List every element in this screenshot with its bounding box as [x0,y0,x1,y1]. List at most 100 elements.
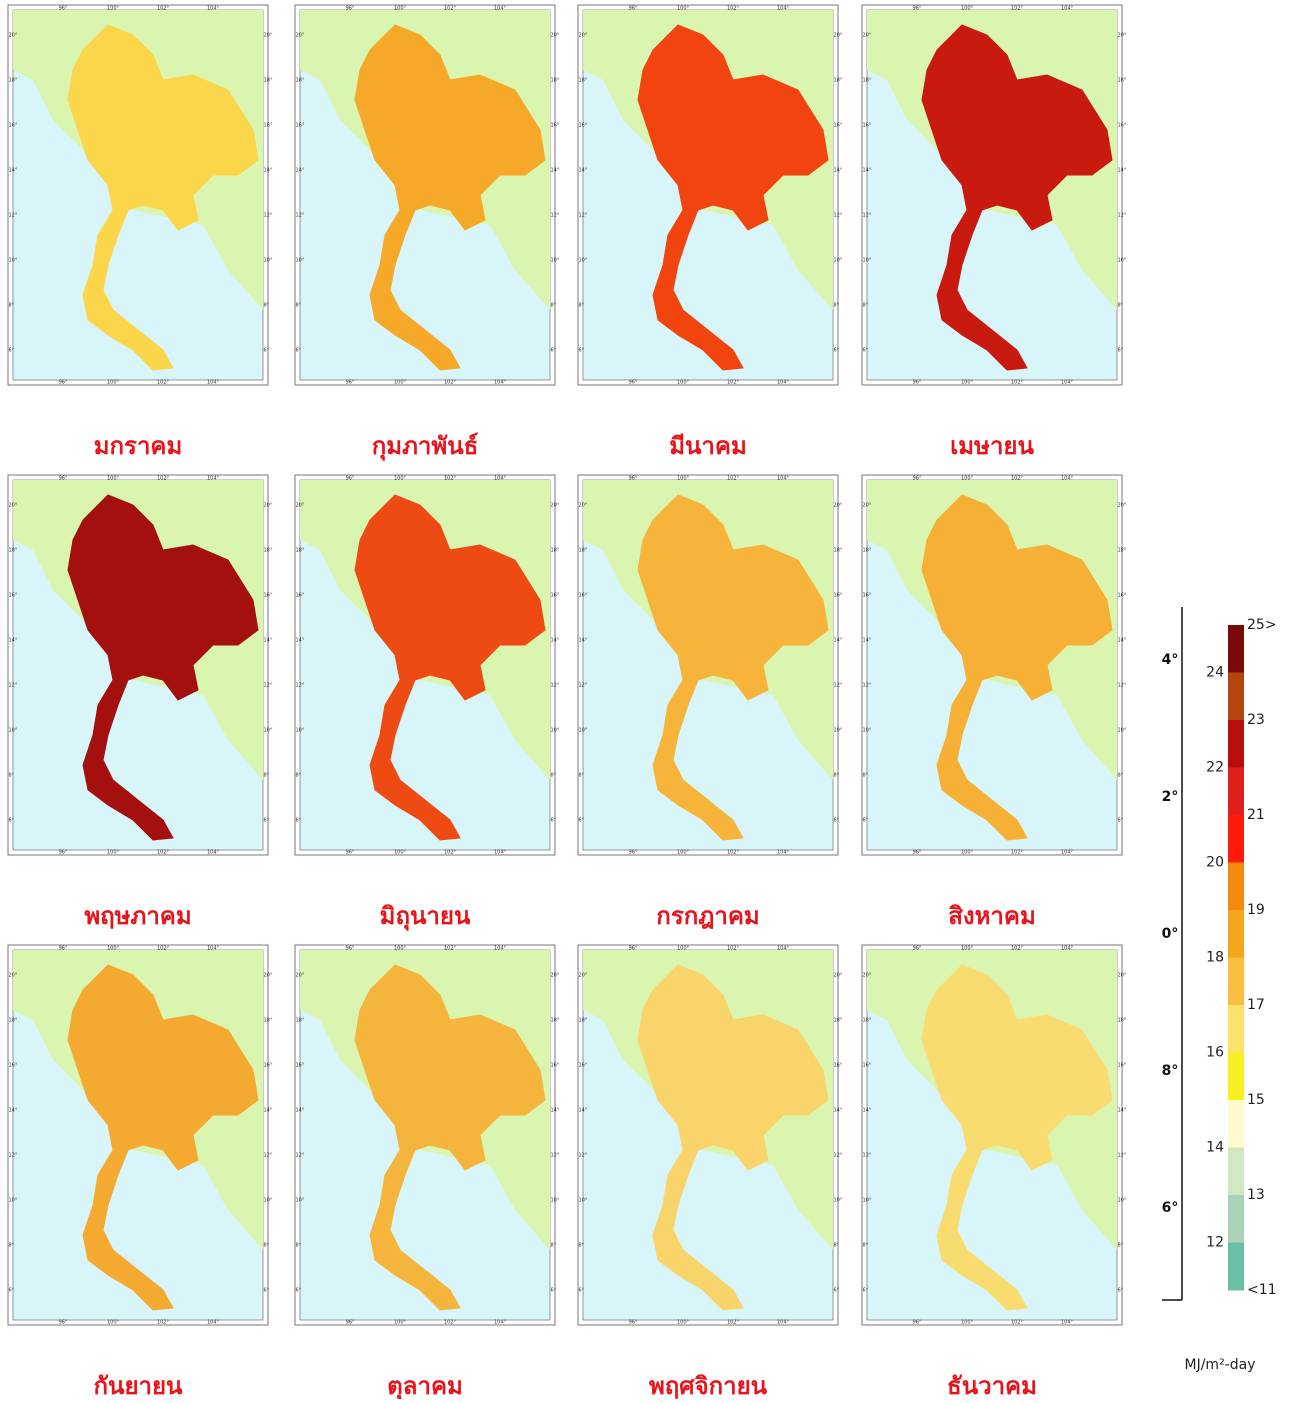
lon-tick-label: 100° [961,380,974,386]
lat-tick-label: 6° [9,1288,15,1294]
lat-tick-label: 14° [834,1108,843,1114]
lat-tick-label: 6° [264,348,270,354]
legend-swatch [1228,720,1244,768]
lat-tick-label: 14° [834,638,843,644]
lon-tick-label: 102° [157,850,170,856]
lat-tick-label: 16° [264,593,273,599]
map-panel: 96° 96° 100° 100° 102° 102° 104° 104° 20° 20° 18° 1… [294,944,560,1326]
lat-tick-label: 12° [264,683,273,689]
lat-tick-label: 6° [834,1288,840,1294]
map-area [12,479,264,851]
lat-tick-label: 10° [1118,1198,1127,1204]
lat-tick-label: 18° [579,548,588,554]
lat-tick-label: 12° [863,683,872,689]
lat-tick-label: 16° [863,593,872,599]
lat-tick-label: 12° [264,213,273,219]
legend-swatch [1228,1005,1244,1053]
lat-tick-label: 8° [579,1243,585,1249]
legend-label: 15 [1247,1092,1265,1108]
lon-tick-label: 102° [727,1320,740,1326]
month-label: กุมภาพันธ์ [372,432,479,462]
lon-tick-label: 104° [777,946,790,952]
legend-unit: MJ/m²-day [1185,1357,1256,1373]
lat-tick-label: 20° [296,503,305,509]
lat-tick-label: 16° [296,123,305,129]
lat-tick-label: 8° [264,773,270,779]
lat-tick-label: 16° [296,1063,305,1069]
lat-tick-label: 12° [1118,1153,1127,1159]
lon-tick-label: 96° [59,380,68,386]
lon-tick-label: 96° [346,850,355,856]
lon-tick-label: 104° [207,850,220,856]
map-area [866,949,1118,1321]
month-label: กรกฎาคม [656,902,759,930]
map-area [12,9,264,381]
lat-tick-label: 12° [579,683,588,689]
lat-tick-label: 8° [834,773,840,779]
lat-tick-label: 20° [264,33,273,39]
map-panel: 96° 96° 100° 100° 102° 102° 104° 104° 20° 20° 18° 1… [294,4,560,386]
lon-tick-label: 102° [444,946,457,952]
lat-tick-label: 8° [551,773,557,779]
side-label: 6° [1162,1200,1179,1216]
lon-tick-label: 96° [913,6,922,12]
lat-tick-label: 12° [9,1153,18,1159]
lon-tick-label: 100° [394,6,407,12]
lon-tick-label: 96° [913,850,922,856]
lat-tick-label: 18° [834,78,843,84]
lon-tick-label: 104° [777,476,790,482]
legend-swatch [1228,672,1244,721]
lon-tick-label: 102° [157,476,170,482]
map-panel: 96° 96° 100° 100° 102° 102° 104° 104° 20° 20° 18° 1… [7,4,273,386]
legend-label: <11 [1247,1282,1277,1298]
lat-tick-label: 20° [579,33,588,39]
lat-tick-label: 14° [551,1108,560,1114]
lat-tick-label: 20° [551,973,560,979]
lat-tick-label: 18° [863,78,872,84]
lon-tick-label: 104° [1061,1320,1074,1326]
month-label: มิถุนายน [380,902,471,932]
lon-tick-label: 100° [394,1320,407,1326]
lat-tick-label: 6° [579,348,585,354]
lat-tick-label: 14° [9,168,18,174]
lon-tick-label: 104° [1061,850,1074,856]
legend-swatch [1228,1147,1244,1196]
legend-swatch [1228,910,1244,958]
lon-tick-label: 102° [1011,850,1024,856]
lat-tick-label: 14° [863,168,872,174]
lat-tick-label: 10° [296,258,305,264]
lat-tick-label: 14° [296,1108,305,1114]
lat-tick-label: 12° [551,683,560,689]
lat-tick-label: 6° [9,818,15,824]
lon-tick-label: 96° [346,380,355,386]
legend-label: 18 [1206,950,1224,966]
lat-tick-label: 6° [834,348,840,354]
lat-tick-label: 18° [296,1018,305,1024]
map-panel: 96° 96° 100° 100° 102° 102° 104° 104° 20° 20° 18° 1… [861,4,1127,386]
lat-tick-label: 20° [863,973,872,979]
lon-tick-label: 104° [207,6,220,12]
lat-tick-label: 8° [264,303,270,309]
lat-tick-label: 16° [296,593,305,599]
lon-tick-label: 104° [777,850,790,856]
lon-tick-label: 102° [444,850,457,856]
lat-tick-label: 6° [863,348,869,354]
lat-tick-label: 12° [834,213,843,219]
lat-tick-label: 8° [296,773,302,779]
month-label: มีนาคม [669,432,747,460]
lat-tick-label: 8° [551,1243,557,1249]
lon-tick-label: 96° [913,946,922,952]
lat-tick-label: 18° [863,1018,872,1024]
lon-tick-label: 104° [207,476,220,482]
lat-tick-label: 10° [1118,258,1127,264]
lat-tick-label: 8° [834,1243,840,1249]
lon-tick-label: 102° [444,1320,457,1326]
lat-tick-label: 16° [551,593,560,599]
map-panel: 96° 96° 100° 100° 102° 102° 104° 104° 20° 20° 18° 1… [577,4,843,386]
legend-label: 13 [1247,1187,1265,1203]
lat-tick-label: 18° [834,1018,843,1024]
legend-swatch [1228,767,1244,816]
lat-tick-label: 18° [863,548,872,554]
lat-tick-label: 8° [579,773,585,779]
